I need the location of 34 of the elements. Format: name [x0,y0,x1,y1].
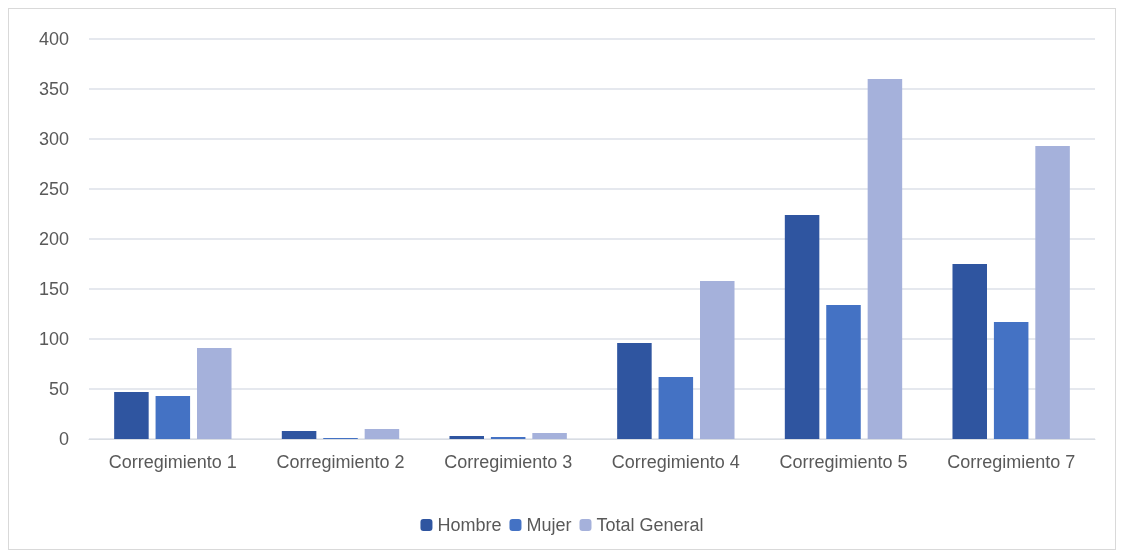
y-tick-label: 400 [38,29,69,49]
bar [993,322,1029,439]
bar [784,215,820,439]
y-tick-label: 350 [38,79,69,99]
bar [197,348,232,439]
bar [700,281,735,439]
bar [826,305,861,439]
bar [449,436,484,439]
y-tick-label: 0 [58,429,69,449]
legend-label: Mujer [526,515,572,535]
bar [867,79,903,439]
x-tick-label: Corregimiento 5 [779,452,908,472]
y-tick-label: 150 [38,279,69,299]
legend-label: Total General [596,515,704,535]
bar [532,433,567,439]
x-tick-label: Corregimiento 4 [611,452,740,472]
x-tick-label: Corregimiento 1 [108,452,237,472]
x-tick-label: Corregimiento 3 [444,452,573,472]
bar [364,429,400,439]
bar [281,431,317,439]
y-tick-label: 50 [48,379,69,399]
bar [952,264,987,439]
bar [658,377,694,439]
x-tick-label: Corregimiento 2 [276,452,405,472]
x-tick-label: Corregimiento 7 [947,452,1076,472]
y-tick-label: 300 [38,129,69,149]
legend-label: Hombre [437,515,502,535]
bar [617,343,652,439]
bar [1035,146,1070,439]
y-tick-label: 250 [38,179,69,199]
y-tick-label: 100 [38,329,69,349]
bar [114,392,149,439]
y-tick-label: 200 [38,229,69,249]
bar [155,396,191,439]
